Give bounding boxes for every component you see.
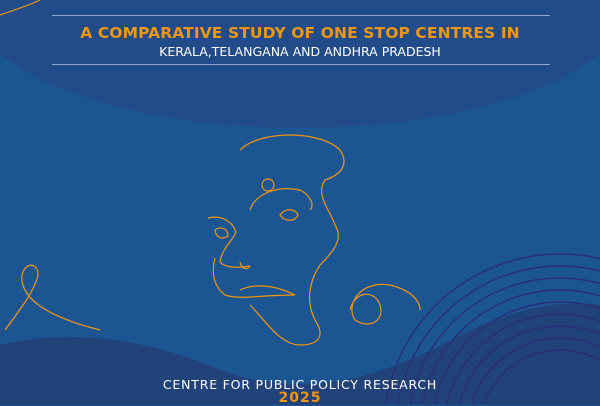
publication-year: 2025 <box>278 390 322 406</box>
ring-arc <box>397 265 600 405</box>
ring-arc <box>458 325 600 405</box>
ring-arc <box>433 301 600 405</box>
ring-arc <box>471 337 600 405</box>
bottom-divider <box>52 64 550 65</box>
report-subtitle: KERALA,TELANGANA AND ANDHRA PRADESH <box>159 44 441 59</box>
bottom-dark-wave <box>0 303 600 405</box>
ring-arc <box>421 289 600 405</box>
organization-name: CENTRE FOR PUBLIC POLICY RESEARCH <box>162 377 438 392</box>
top-dark-arc-body <box>0 0 600 128</box>
concentric-rings <box>385 253 600 405</box>
line-art-face-illustration <box>0 0 421 346</box>
ring-arc <box>409 277 600 405</box>
ring-arc <box>483 349 600 405</box>
top-divider <box>52 15 550 16</box>
ring-arc <box>446 313 600 405</box>
ring-arc <box>385 253 600 405</box>
report-title: A COMPARATIVE STUDY OF ONE STOP CENTRES … <box>80 24 520 42</box>
